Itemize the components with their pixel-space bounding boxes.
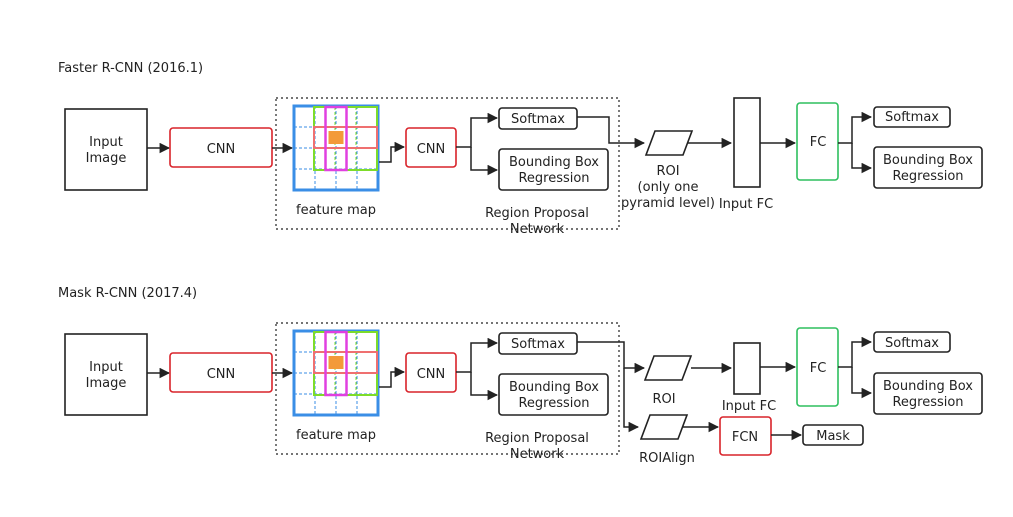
faster-kernel-vertical [324,105,348,172]
mask-bbox2-box [873,372,983,415]
faster-softmax2-label: Softmax [885,110,939,125]
mask-arrow-cnn2-softmax [456,337,499,373]
faster-title: Faster R-CNN (2016.1) [58,61,203,76]
faster-arrow-cnn2-softmax [456,112,499,148]
faster-arrow-cnn2-bbox [470,147,499,176]
faster-softmax1-label: Softmax [511,112,565,127]
faster-bbox1-box [498,148,609,191]
faster-bbox2-label-line-0: Bounding Box [883,153,973,168]
faster-bbox2-label-line-1: Regression [892,169,963,184]
faster-roi-label-line-2: pyramid level) [621,196,715,211]
mask-arrow-softmax-roialign [623,368,640,433]
mask-arrow-fc-softmax [838,336,873,368]
mask-input-image-box [64,333,148,416]
mask-bbox1-label-line-1: Regression [518,396,589,411]
mask-softmax2-label: Softmax [885,336,939,351]
mask-softmax2-box [873,331,951,353]
faster-rpn-container [275,97,620,230]
mask-input-image-label-line-1: Image [86,376,127,391]
mask-feature-map-label: feature map [296,428,376,443]
faster-cnn2-label: CNN [417,142,446,157]
faster-fc-box [796,102,839,181]
mask-arrow-fc-bbox [851,367,873,399]
faster-rpn-label-line-0: Region Proposal [485,206,589,221]
mask-bbox1-label-line-0: Bounding Box [509,380,599,395]
faster-input-image-box [64,108,148,191]
faster-arrow-softmax-roi [577,116,646,149]
mask-arrow-grid-cnn2 [379,366,406,388]
faster-input-fc-box [733,97,761,188]
mask-title: Mask R-CNN (2017.4) [58,286,197,301]
faster-input-fc-label: Input FC [719,197,773,212]
faster-arrow-fc-softmax [838,111,873,144]
mask-roi-label: ROI [652,392,675,407]
mask-fcn-box [719,416,772,456]
faster-bbox2-box [873,146,983,189]
faster-roi-label-line-1: (only one [638,180,699,195]
faster-rpn-label-line-1: Network [510,222,565,237]
mask-cnn2-label: CNN [417,367,446,382]
faster-bbox1-label-line-0: Bounding Box [509,155,599,170]
mask-arrow-softmax-roi [577,341,646,374]
faster-roi-shape [644,130,694,156]
faster-arrow-grid-cnn2 [379,141,406,163]
faster-kernel-center [328,131,344,144]
mask-feature-map-grid [292,329,380,417]
mask-cnn1-label: CNN [207,367,236,382]
mask-rpn-container [275,322,620,455]
mask-mask-box [802,424,864,446]
mask-arrow-cnn2-bbox [470,372,499,401]
mask-roialign-label: ROIAlign [639,451,695,466]
faster-softmax1-box [498,107,578,130]
faster-softmax2-box [873,106,951,128]
mask-input-image-label-line-0: Input [89,360,123,375]
mask-roialign-shape [639,414,689,440]
mask-softmax1-label: Softmax [511,337,565,352]
mask-input-fc-label: Input FC [722,399,776,414]
mask-fcn-label: FCN [732,430,758,445]
mask-rpn-label-line-1: Network [510,447,565,462]
faster-feature-map-label: feature map [296,203,376,218]
mask-kernel-center [328,356,344,369]
mask-input-fc-box [733,342,761,395]
mask-kernel-vertical [324,330,348,397]
faster-fc-label: FC [810,135,827,150]
faster-feature-map-grid [292,104,380,192]
faster-arrow-fc-bbox [851,143,873,174]
mask-softmax1-box [498,332,578,355]
mask-rpn-label-line-0: Region Proposal [485,431,589,446]
mask-roi-shape [643,355,693,381]
mask-bbox2-label-line-1: Regression [892,395,963,410]
mask-mask-label: Mask [816,429,850,444]
mask-fc-label: FC [810,361,827,376]
faster-cnn1-label: CNN [207,142,236,157]
mask-bbox1-box [498,373,609,416]
faster-roi-label-line-0: ROI [656,164,679,179]
faster-bbox1-label-line-1: Regression [518,171,589,186]
faster-input-image-label-line-1: Image [86,151,127,166]
faster-input-image-label-line-0: Input [89,135,123,150]
mask-bbox2-label-line-0: Bounding Box [883,379,973,394]
